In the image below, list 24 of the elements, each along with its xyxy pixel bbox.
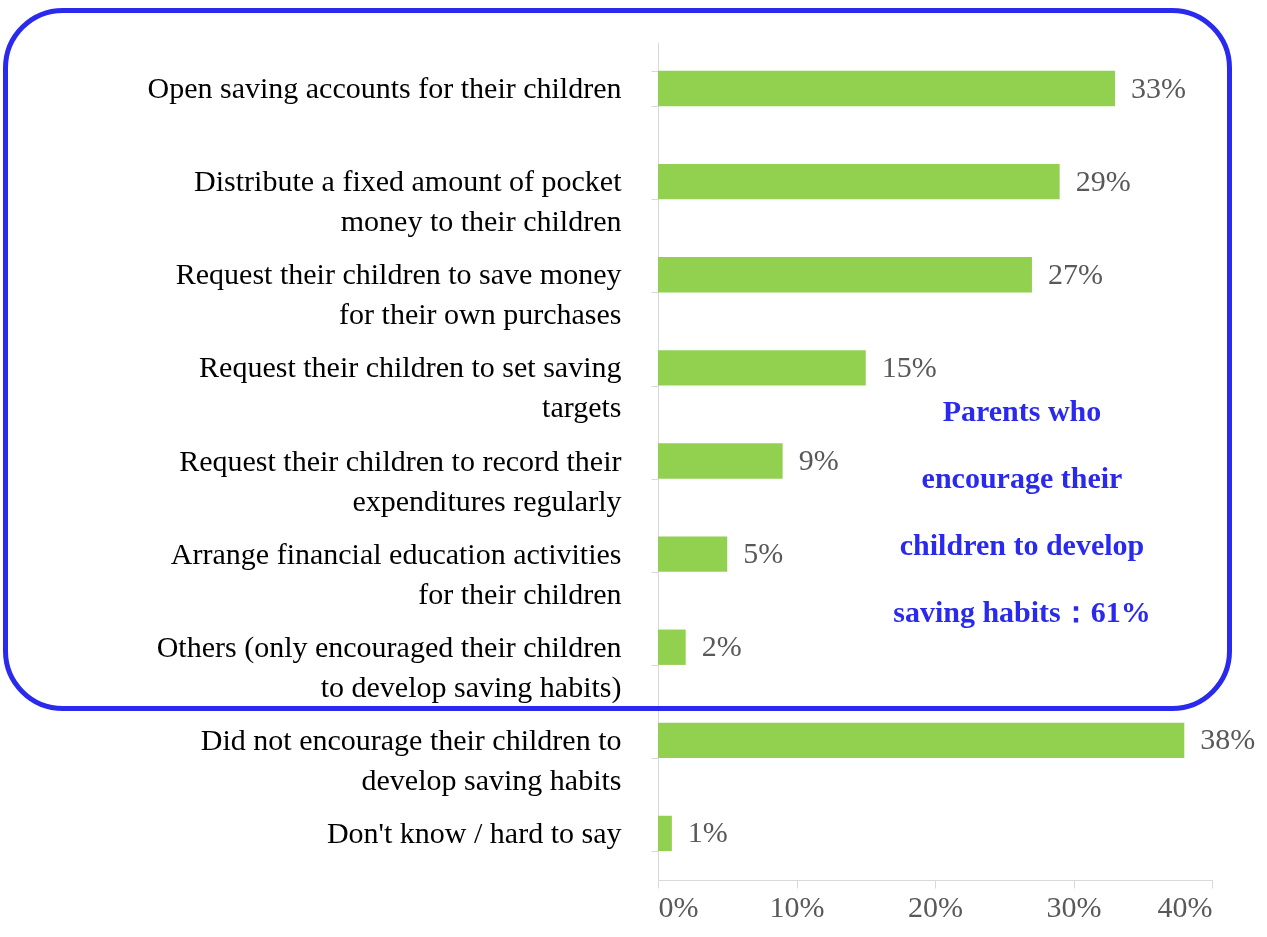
data-label: 9%: [798, 443, 839, 476]
x-tick-label: 40%: [1157, 889, 1213, 923]
y-tick-label: Arrange financial education activities for their children: [170, 536, 622, 610]
annotation: Parents who encourage their children to develop saving habits：61%: [893, 394, 1151, 628]
x-tick-label: 0%: [658, 889, 699, 923]
data-label: 29%: [1075, 163, 1131, 197]
y-tick-label: Request their children to set saving targets: [199, 350, 622, 424]
data-label: 38%: [1200, 722, 1256, 756]
data-label: 15%: [881, 349, 937, 383]
y-tick-label: Others (only encouraged their children to develop saving habits): [156, 629, 622, 704]
y-tick-label: Request their children to record their expenditures regularly: [179, 443, 622, 517]
data-label: 2%: [701, 629, 742, 663]
x-tick-label: 10%: [769, 889, 825, 923]
y-tick-label: Distribute a fixed amount of pocket money to their children: [194, 164, 623, 238]
y-tick-label: Open saving accounts for their children: [147, 71, 622, 105]
y-tick-label: Did not encourage their children to develop saving habits: [200, 722, 622, 796]
y-tick-label: Don't know / hard to say: [326, 815, 622, 849]
x-tick-label: 30%: [1046, 889, 1102, 923]
y-tick-label: Request their children to save money for their own purchases: [175, 257, 622, 331]
x-tick-label: 20%: [908, 889, 963, 923]
data-label: 33%: [1131, 70, 1187, 104]
data-label: 1%: [687, 815, 728, 849]
data-label: 5%: [743, 536, 784, 570]
data-label: 27%: [1047, 256, 1103, 290]
